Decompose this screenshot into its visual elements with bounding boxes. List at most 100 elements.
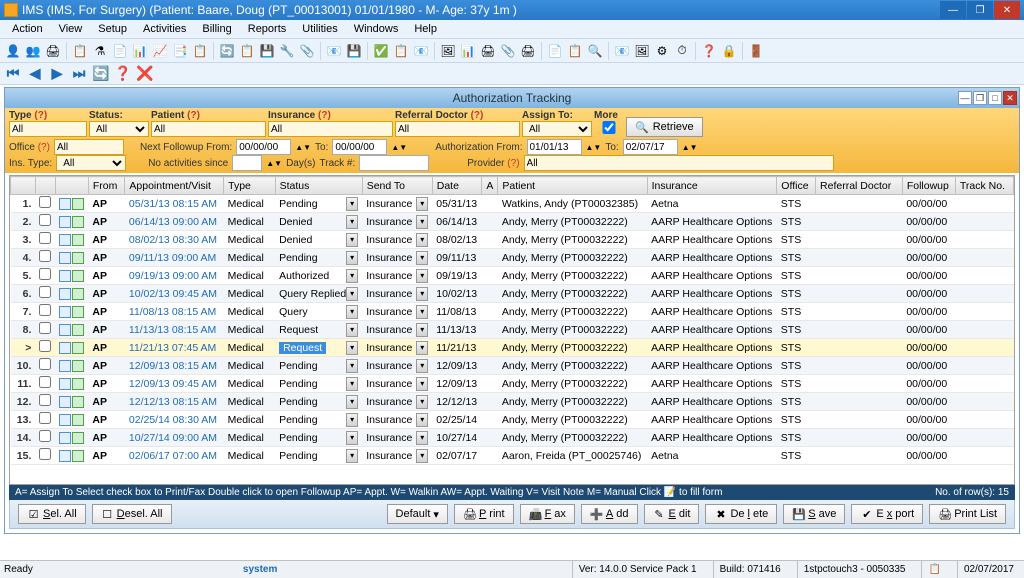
col-header[interactable]: Office bbox=[777, 177, 816, 195]
grid-container[interactable]: FromAppointment/VisitTypeStatusSend ToDa… bbox=[9, 175, 1015, 485]
toolbar-icon[interactable]: 🖼 bbox=[633, 42, 651, 60]
doc-icon[interactable] bbox=[59, 324, 71, 336]
referral-select[interactable] bbox=[395, 121, 520, 137]
status-dropdown[interactable]: ▾ bbox=[346, 323, 358, 337]
col-header[interactable]: Status bbox=[275, 177, 362, 195]
status-dropdown[interactable]: ▾ bbox=[346, 359, 358, 373]
send-dropdown[interactable]: ▾ bbox=[416, 287, 428, 301]
send-dropdown[interactable]: ▾ bbox=[416, 215, 428, 229]
col-header[interactable]: Referral Doctor bbox=[816, 177, 903, 195]
toolbar-icon[interactable]: 📧 bbox=[613, 42, 631, 60]
maximize-button[interactable]: ❐ bbox=[967, 1, 993, 19]
send-dropdown[interactable]: ▾ bbox=[416, 395, 428, 409]
note-icon[interactable] bbox=[72, 198, 84, 210]
doc-icon[interactable] bbox=[59, 252, 71, 264]
col-header[interactable]: Appointment/Visit bbox=[125, 177, 224, 195]
status-dropdown[interactable]: ▾ bbox=[346, 377, 358, 391]
office-select[interactable] bbox=[54, 139, 124, 155]
col-header[interactable]: From bbox=[88, 177, 125, 195]
toolbar-icon[interactable]: 📋 bbox=[71, 42, 89, 60]
note-icon[interactable] bbox=[72, 378, 84, 390]
table-row[interactable]: 2.AP06/14/13 09:00 AMMedicalDenied▾Insur… bbox=[11, 213, 1014, 231]
status-dropdown[interactable]: ▾ bbox=[346, 287, 358, 301]
doc-icon[interactable] bbox=[59, 360, 71, 372]
note-icon[interactable] bbox=[72, 432, 84, 444]
toolbar-icon[interactable]: 📋 bbox=[191, 42, 209, 60]
insurance-select[interactable] bbox=[268, 121, 393, 137]
status-dropdown[interactable]: ▾ bbox=[346, 395, 358, 409]
send-dropdown[interactable]: ▾ bbox=[416, 449, 428, 463]
type-select[interactable] bbox=[9, 121, 87, 137]
ins-type-select[interactable]: All bbox=[56, 155, 126, 171]
table-row[interactable]: 6.AP10/02/13 09:45 AMMedicalQuery Replie… bbox=[11, 285, 1014, 303]
col-header[interactable] bbox=[11, 177, 36, 195]
col-header[interactable] bbox=[35, 177, 55, 195]
col-header[interactable]: Track No. bbox=[955, 177, 1013, 195]
table-row[interactable]: 11.AP12/09/13 09:45 AMMedicalPending▾Ins… bbox=[11, 375, 1014, 393]
col-header[interactable]: Send To bbox=[362, 177, 432, 195]
note-icon[interactable] bbox=[72, 342, 84, 354]
doc-icon[interactable] bbox=[59, 234, 71, 246]
status-dropdown[interactable]: ▾ bbox=[346, 305, 358, 319]
toolbar-icon[interactable]: 🖨 bbox=[479, 42, 497, 60]
toolbar-icon[interactable]: 📋 bbox=[392, 42, 410, 60]
menu-windows[interactable]: Windows bbox=[346, 21, 407, 37]
send-dropdown[interactable]: ▾ bbox=[416, 269, 428, 283]
doc-icon[interactable] bbox=[59, 306, 71, 318]
track-input[interactable] bbox=[359, 155, 429, 171]
nav-icon[interactable]: ❓ bbox=[114, 65, 132, 83]
doc-icon[interactable] bbox=[59, 396, 71, 408]
toolbar-icon[interactable]: 👤 bbox=[4, 42, 22, 60]
toolbar-icon[interactable]: 📑 bbox=[171, 42, 189, 60]
status-dropdown[interactable]: ▾ bbox=[346, 197, 358, 211]
add-button[interactable]: ➕Add bbox=[581, 504, 638, 524]
row-checkbox[interactable] bbox=[39, 394, 51, 406]
toolbar-icon[interactable]: 📋 bbox=[566, 42, 584, 60]
table-row[interactable]: 13.AP02/25/14 08:30 AMMedicalPending▾Ins… bbox=[11, 411, 1014, 429]
toolbar-icon[interactable]: ✅ bbox=[372, 42, 390, 60]
menu-activities[interactable]: Activities bbox=[135, 21, 194, 37]
default-button[interactable]: Default ▾ bbox=[387, 504, 448, 524]
col-header[interactable]: Type bbox=[224, 177, 275, 195]
row-checkbox[interactable] bbox=[39, 358, 51, 370]
toolbar-icon[interactable]: 💾 bbox=[345, 42, 363, 60]
auth-to-input[interactable] bbox=[623, 139, 678, 155]
table-row[interactable]: 12.AP12/12/13 08:15 AMMedicalPending▾Ins… bbox=[11, 393, 1014, 411]
toolbar-icon[interactable]: ❓ bbox=[700, 42, 718, 60]
table-row[interactable]: 10.AP12/09/13 08:15 AMMedicalPending▾Ins… bbox=[11, 357, 1014, 375]
toolbar-icon[interactable]: 🔄 bbox=[218, 42, 236, 60]
close-button[interactable]: ✕ bbox=[994, 1, 1020, 19]
doc-icon[interactable] bbox=[59, 270, 71, 282]
col-header[interactable]: Patient bbox=[498, 177, 647, 195]
panel-close-button[interactable]: ✕ bbox=[1003, 91, 1017, 105]
row-checkbox[interactable] bbox=[39, 286, 51, 298]
select-all-button[interactable]: ☑Sel. All bbox=[18, 504, 86, 524]
note-icon[interactable] bbox=[72, 306, 84, 318]
doc-icon[interactable] bbox=[59, 414, 71, 426]
menu-utilities[interactable]: Utilities bbox=[294, 21, 345, 37]
status-dropdown[interactable]: ▾ bbox=[346, 431, 358, 445]
send-dropdown[interactable]: ▾ bbox=[416, 323, 428, 337]
doc-icon[interactable] bbox=[59, 198, 71, 210]
row-checkbox[interactable] bbox=[39, 304, 51, 316]
table-row[interactable]: 7.AP11/08/13 08:15 AMMedicalQuery▾Insura… bbox=[11, 303, 1014, 321]
send-dropdown[interactable]: ▾ bbox=[416, 377, 428, 391]
toolbar-icon[interactable]: 📧 bbox=[412, 42, 430, 60]
row-checkbox[interactable] bbox=[39, 232, 51, 244]
row-checkbox[interactable] bbox=[39, 268, 51, 280]
menu-setup[interactable]: Setup bbox=[90, 21, 135, 37]
col-header[interactable]: Date bbox=[432, 177, 482, 195]
row-checkbox[interactable] bbox=[39, 214, 51, 226]
delete-button[interactable]: ✖Delete bbox=[705, 504, 777, 524]
col-header[interactable]: Insurance bbox=[647, 177, 777, 195]
save-button[interactable]: 💾Save bbox=[783, 504, 845, 524]
toolbar-icon[interactable]: 📄 bbox=[111, 42, 129, 60]
status-select[interactable]: All bbox=[89, 121, 149, 137]
row-checkbox[interactable] bbox=[39, 376, 51, 388]
col-header[interactable]: A bbox=[482, 177, 498, 195]
toolbar-icon[interactable]: 🔧 bbox=[278, 42, 296, 60]
doc-icon[interactable] bbox=[59, 378, 71, 390]
table-row[interactable]: 8.AP11/13/13 08:15 AMMedicalRequest▾Insu… bbox=[11, 321, 1014, 339]
row-checkbox[interactable] bbox=[39, 250, 51, 262]
patient-select[interactable] bbox=[151, 121, 266, 137]
